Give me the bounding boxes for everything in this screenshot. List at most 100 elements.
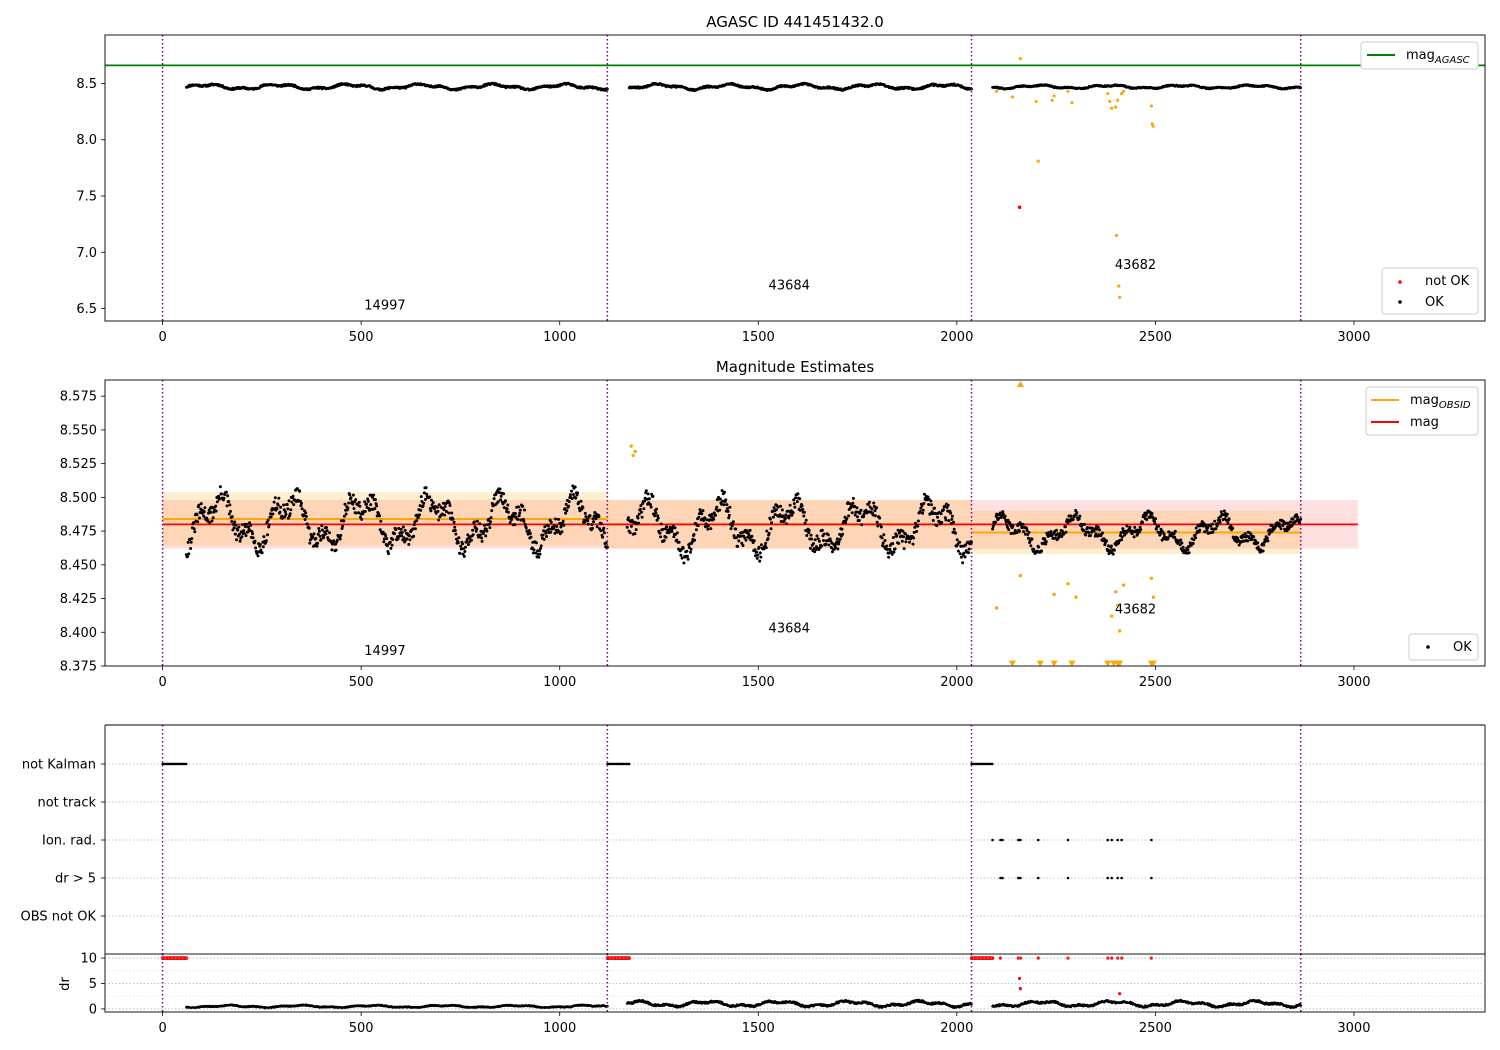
data-point <box>808 546 812 550</box>
outlier-point <box>1010 95 1015 99</box>
data-point <box>1286 521 1290 525</box>
x-tick-label: 1000 <box>543 330 576 345</box>
data-point <box>1194 526 1198 530</box>
data-point <box>251 532 255 536</box>
data-point <box>958 540 962 544</box>
data-point <box>952 527 956 531</box>
data-point <box>860 523 864 527</box>
data-point <box>958 552 962 556</box>
data-point <box>298 499 302 503</box>
outlier-point <box>1151 124 1155 128</box>
data-point <box>834 545 837 549</box>
data-point <box>543 525 547 529</box>
flag-point <box>1116 876 1119 880</box>
data-point <box>1252 535 1256 539</box>
x-tick-label: 1000 <box>543 675 576 690</box>
data-point <box>266 518 270 522</box>
data-point <box>317 529 321 533</box>
y-tick-label: 8.575 <box>60 390 97 405</box>
data-point <box>357 500 361 504</box>
data-point <box>1284 521 1288 525</box>
data-point <box>803 521 807 525</box>
data-point <box>548 527 551 531</box>
data-point <box>755 550 759 554</box>
data-point <box>211 506 215 510</box>
data-point <box>912 536 916 540</box>
dr-flagged-point <box>1036 956 1040 960</box>
data-point <box>561 519 565 523</box>
data-point <box>792 498 796 502</box>
outlier-point <box>1118 295 1122 299</box>
data-point <box>1193 533 1197 537</box>
data-point <box>991 527 995 531</box>
data-point <box>415 513 419 517</box>
data-point <box>430 498 433 502</box>
data-point <box>826 533 830 537</box>
legend-ok: OK <box>1408 633 1479 661</box>
data-point <box>559 525 563 529</box>
flag-point <box>1001 876 1004 880</box>
data-point <box>375 504 379 508</box>
data-point <box>1299 517 1303 521</box>
data-point <box>273 496 277 500</box>
data-point <box>748 528 752 532</box>
data-point <box>354 511 358 515</box>
data-point <box>443 513 447 517</box>
data-point <box>192 527 196 531</box>
x-tick-label: 0 <box>158 675 166 690</box>
data-point <box>811 542 815 546</box>
data-point <box>779 504 783 508</box>
data-point <box>921 508 925 512</box>
data-point <box>1264 539 1267 543</box>
data-point <box>450 511 454 515</box>
data-point <box>1298 521 1301 525</box>
data-point <box>1198 528 1202 532</box>
data-point <box>851 501 855 505</box>
data-point <box>1167 530 1171 534</box>
data-point <box>727 513 731 517</box>
data-point <box>248 521 252 525</box>
data-point <box>276 503 280 507</box>
dr-flagged-point <box>1018 986 1022 991</box>
data-point <box>324 532 328 536</box>
outlier-point <box>1018 57 1022 61</box>
data-point <box>878 516 882 520</box>
data-point <box>754 554 757 558</box>
data-point <box>186 540 190 544</box>
data-point <box>591 526 594 530</box>
data-point <box>756 553 760 557</box>
data-point <box>1001 512 1005 516</box>
data-point <box>770 521 774 525</box>
data-point <box>485 529 489 533</box>
x-tick-label: 1500 <box>742 675 775 690</box>
data-point <box>753 548 757 552</box>
data-point <box>369 493 373 497</box>
data-point <box>447 501 451 505</box>
data-point <box>885 544 889 548</box>
outlier-point <box>1036 159 1040 163</box>
data-point <box>558 532 562 536</box>
data-point <box>661 527 665 531</box>
data-point <box>970 540 973 544</box>
data-point <box>747 533 751 537</box>
data-point <box>349 496 353 500</box>
data-point <box>403 528 407 532</box>
data-point <box>1120 535 1124 539</box>
data-point <box>373 507 377 511</box>
data-point <box>579 499 583 503</box>
data-point <box>400 534 404 538</box>
data-point <box>959 555 963 559</box>
data-point <box>524 526 528 530</box>
data-point <box>636 516 640 520</box>
data-point <box>499 498 503 502</box>
data-point <box>389 546 393 550</box>
data-point <box>689 547 693 551</box>
data-point <box>885 548 889 551</box>
data-point <box>712 517 716 521</box>
data-point <box>1173 535 1177 539</box>
data-point <box>679 553 683 557</box>
data-point <box>750 534 754 538</box>
legend-swatch <box>1426 645 1430 649</box>
data-point <box>428 507 432 510</box>
